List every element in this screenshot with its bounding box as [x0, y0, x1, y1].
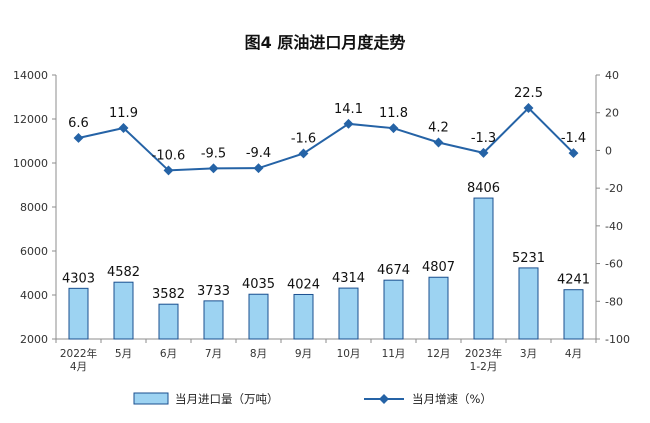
- growth-value-label: 4.2: [428, 121, 449, 136]
- x-axis-tick-label: 7月: [205, 348, 222, 360]
- right-axis-tick-label: -40: [605, 220, 623, 233]
- bar: [203, 300, 224, 340]
- bar: [518, 267, 539, 340]
- legend: 当月进口量（万吨） 当月增速（%）: [133, 392, 492, 406]
- bar-value-label: 3582: [152, 287, 185, 302]
- growth-value-label: -1.4: [561, 131, 586, 146]
- left-axis-tick-label: 2000: [20, 333, 48, 346]
- legend-line-marker: [379, 394, 389, 404]
- right-axis-tick-label: -80: [605, 295, 623, 308]
- bar-value-label: 4582: [107, 265, 140, 280]
- left-axis-tick-label: 14000: [13, 69, 48, 82]
- right-axis-tick-label: -20: [605, 182, 623, 195]
- x-axis-tick-label: 5月: [115, 348, 132, 360]
- x-axis-tick-label: 11月: [382, 348, 406, 360]
- growth-point: [298, 148, 309, 159]
- bar-value-label: 5231: [512, 251, 545, 266]
- right-axis-tick-label: 20: [605, 107, 619, 120]
- chart-title: 图4 原油进口月度走势: [245, 33, 406, 52]
- legend-bar-label: 当月进口量（万吨）: [175, 392, 279, 406]
- growth-point: [478, 147, 489, 158]
- x-axis-tick-label: 10月: [337, 348, 361, 360]
- bar-value-label: 4314: [332, 271, 365, 286]
- bar: [248, 293, 269, 340]
- growth-point: [163, 165, 174, 176]
- growth-value-label: 6.6: [68, 116, 89, 131]
- left-axis-tick-label: 6000: [20, 245, 48, 258]
- bar-value-label: 4241: [557, 273, 590, 288]
- bar-value-label: 4303: [62, 271, 95, 286]
- growth-value-label: 14.1: [334, 102, 363, 117]
- right-axis-tick-label: -60: [605, 258, 623, 271]
- growth-value-label: 11.9: [109, 106, 138, 121]
- bar: [563, 289, 584, 340]
- growth-point: [523, 103, 534, 113]
- bar: [428, 276, 449, 340]
- x-axis-tick-label: 2023年: [465, 347, 502, 360]
- bar-value-label: 4807: [422, 260, 455, 275]
- growth-line: [78, 106, 575, 172]
- growth-value-label: -9.4: [246, 146, 271, 161]
- bar-value-label: 8406: [467, 181, 500, 196]
- bar: [383, 279, 404, 340]
- growth-point: [388, 123, 399, 134]
- bar-value-label: 3733: [197, 284, 230, 299]
- line-layer: [73, 103, 579, 176]
- growth-point: [568, 148, 579, 159]
- x-axis-tick-label: 3月: [520, 348, 537, 360]
- bar: [338, 287, 359, 340]
- x-axis-tick-label: 8月: [250, 348, 267, 360]
- growth-value-label: -1.6: [291, 131, 316, 146]
- x-axis-tick-label: 9月: [295, 348, 312, 360]
- labels-layer: 4303 4582 3582 3733 4035 4024 4314 4674 4807 8406…: [62, 86, 590, 302]
- growth-value-label: -10.6: [152, 148, 186, 163]
- growth-value-label: -1.3: [471, 131, 496, 146]
- bar-value-label: 4035: [242, 277, 275, 292]
- bar-value-label: 4024: [287, 277, 320, 292]
- growth-point: [118, 123, 129, 133]
- left-axis-tick-label: 4000: [20, 289, 48, 302]
- growth-value-label: 11.8: [379, 106, 408, 121]
- bar: [158, 303, 179, 340]
- left-axis-tick-label: 12000: [13, 113, 48, 126]
- growth-point: [73, 133, 84, 143]
- bar: [293, 293, 314, 340]
- right-axis-tick-label: 0: [605, 144, 612, 157]
- bar: [113, 281, 134, 340]
- right-axis-tick-label: 40: [605, 69, 619, 82]
- legend-bar-swatch: [133, 392, 169, 405]
- bar: [68, 287, 89, 340]
- growth-point: [253, 163, 264, 174]
- growth-point: [208, 163, 219, 174]
- bars-layer: [68, 197, 584, 340]
- bar: [473, 197, 494, 340]
- x-axis-tick-label-line2: 1-2月: [470, 361, 498, 373]
- left-axis-tick-label: 8000: [20, 201, 48, 214]
- growth-value-label: 22.5: [514, 86, 543, 101]
- growth-point: [433, 137, 444, 148]
- x-axis-tick-label: 12月: [427, 348, 451, 360]
- x-axis-tick-label: 6月: [160, 348, 177, 360]
- axes-layer: 2000 4000 6000 8000 10000 12000 14000 -100 -80 -6…: [13, 69, 630, 373]
- legend-line-label: 当月增速（%）: [412, 392, 492, 406]
- bar-value-label: 4674: [377, 263, 410, 278]
- right-axis-tick-label: -100: [605, 333, 630, 346]
- growth-value-label: -9.5: [201, 146, 226, 161]
- x-axis-tick-label: 4月: [565, 348, 582, 360]
- x-axis-tick-label-line2: 4月: [70, 361, 87, 373]
- left-axis-tick-label: 10000: [13, 157, 48, 170]
- x-axis-tick-label: 2022年: [60, 347, 97, 360]
